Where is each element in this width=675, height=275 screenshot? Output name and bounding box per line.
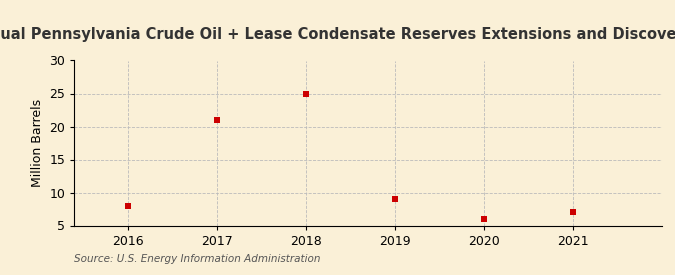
Text: Annual Pennsylvania Crude Oil + Lease Condensate Reserves Extensions and Discove: Annual Pennsylvania Crude Oil + Lease Co… <box>0 28 675 43</box>
Text: Source: U.S. Energy Information Administration: Source: U.S. Energy Information Administ… <box>74 254 321 264</box>
Y-axis label: Million Barrels: Million Barrels <box>31 99 44 187</box>
